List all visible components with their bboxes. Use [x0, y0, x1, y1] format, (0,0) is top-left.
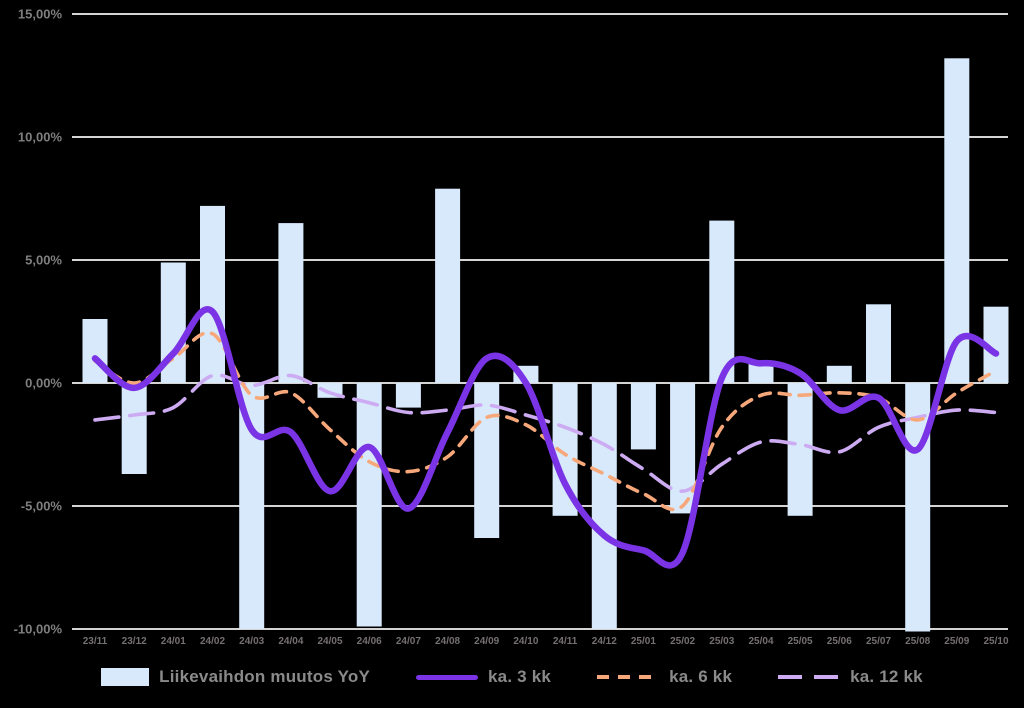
- bar-25/06[interactable]: [826, 365, 852, 383]
- legend-label-ka3: ka. 3 kk: [488, 667, 552, 686]
- y-axis-tick-label: 15,00%: [18, 7, 63, 22]
- x-axis-tick-label: 24/10: [513, 636, 538, 647]
- bar-24/07[interactable]: [395, 383, 421, 408]
- x-axis-tick-label: 24/07: [396, 636, 421, 647]
- bar-25/01[interactable]: [630, 383, 656, 450]
- bar-25/07[interactable]: [866, 304, 891, 383]
- line-ka-3kk: [91, 306, 1000, 569]
- combo-chart: 15,00% 10,00% 5,00% 0,00% -5,00% -10,00% 23/11…: [14, 7, 1009, 648]
- legend-item-ka3[interactable]: ka. 3 kk: [416, 667, 551, 687]
- dashed-line-swatch: [597, 675, 660, 679]
- bar-24/03[interactable]: [239, 383, 265, 629]
- line-ka-12kk: [93, 373, 998, 493]
- chart-legend: Liikevaihdon muutos YoY ka. 3 kk ka. 6 k…: [0, 656, 1024, 698]
- long-dashed-line-swatch: [778, 675, 841, 679]
- x-axis-tick-label: 24/12: [592, 636, 617, 647]
- x-axis-tick-label: 24/03: [239, 636, 264, 647]
- bar-24/08[interactable]: [435, 188, 461, 383]
- y-axis-tick-label: 0,00%: [25, 376, 62, 391]
- bar-25/02[interactable]: [670, 383, 696, 514]
- legend-item-ka12[interactable]: ka. 12 kk: [778, 667, 923, 687]
- x-axis-tick-label: 24/01: [161, 636, 186, 647]
- solid-line-swatch: [416, 674, 479, 680]
- bar-25/04[interactable]: [748, 363, 774, 383]
- x-axis-tick-label: 24/04: [278, 636, 303, 647]
- bar-25/08[interactable]: [905, 383, 931, 632]
- x-axis-tick-label: 24/05: [317, 636, 342, 647]
- x-axis-tick-label: 25/01: [631, 636, 656, 647]
- x-axis-tick-label: 25/05: [788, 636, 813, 647]
- bar-23/12[interactable]: [121, 383, 147, 474]
- x-axis-tick-label: 25/04: [748, 636, 773, 647]
- x-axis-tick-label: 24/11: [553, 636, 578, 647]
- legend-item-bar-series[interactable]: Liikevaihdon muutos YoY: [101, 667, 370, 687]
- x-axis-tick-label: 23/12: [122, 636, 147, 647]
- x-axis-tick-label: 23/11: [83, 636, 108, 647]
- bar-24/02[interactable]: [200, 205, 225, 383]
- x-axis-tick-label: 24/08: [435, 636, 460, 647]
- x-axis-tick-label: 24/09: [474, 636, 499, 647]
- y-axis-tick-label: -5,00%: [21, 499, 63, 514]
- y-axis-tick-label: -10,00%: [14, 622, 63, 637]
- x-axis-tick-label: 24/02: [200, 636, 225, 647]
- x-axis-tick-label: 25/07: [866, 636, 891, 647]
- bar-25/03[interactable]: [709, 220, 735, 383]
- bar-25/05[interactable]: [787, 383, 813, 516]
- y-axis-tick-label: 10,00%: [18, 130, 63, 145]
- x-axis-tick-label: 25/02: [670, 636, 695, 647]
- bar-24/06[interactable]: [356, 383, 382, 627]
- x-axis-tick-label: 25/06: [827, 636, 852, 647]
- legend-item-ka6[interactable]: ka. 6 kk: [597, 667, 732, 687]
- x-axis-tick-label: 24/06: [357, 636, 382, 647]
- bar-24/12[interactable]: [591, 383, 617, 629]
- bar-24/09[interactable]: [474, 383, 500, 538]
- bar-23/11[interactable]: [82, 319, 108, 383]
- bar-24/04[interactable]: [278, 223, 304, 383]
- x-axis-tick-label: 25/10: [983, 636, 1008, 647]
- legend-label-ka6: ka. 6 kk: [669, 667, 733, 686]
- legend-label-ka12: ka. 12 kk: [850, 667, 923, 686]
- legend-label-bar-series: Liikevaihdon muutos YoY: [159, 667, 371, 686]
- y-axis-tick-label: 5,00%: [25, 253, 62, 268]
- x-axis-tick-label: 25/03: [709, 636, 734, 647]
- x-axis-tick-label: 25/08: [905, 636, 930, 647]
- bar-25/09[interactable]: [944, 58, 970, 384]
- x-axis-tick-label: 25/09: [944, 636, 969, 647]
- bar-series-swatch: [101, 668, 150, 686]
